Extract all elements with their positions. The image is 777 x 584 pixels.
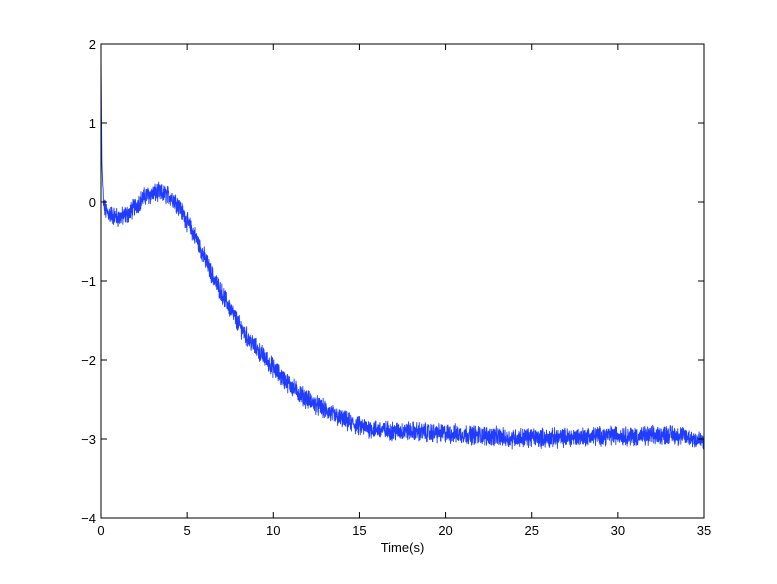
- tick-labels-layer: 0 5 10 15 20 25 30 35 −4 −3 −2 −1 0 1 2: [81, 37, 711, 538]
- y-tick-label: 2: [89, 37, 96, 52]
- y-tick-label: 1: [89, 116, 96, 131]
- x-tick-label: 15: [352, 523, 366, 538]
- x-axis-label: Time(s): [381, 540, 425, 555]
- y-tick-label: 0: [89, 195, 96, 210]
- x-tick-label: 10: [266, 523, 280, 538]
- x-tick-label: 5: [184, 523, 191, 538]
- x-tick-label: 20: [438, 523, 452, 538]
- y-tick-label: −4: [81, 511, 96, 526]
- x-tick-label: 35: [697, 523, 711, 538]
- y-tick-label: −2: [81, 353, 96, 368]
- x-tick-label: 0: [97, 523, 104, 538]
- y-tick-label: −1: [81, 274, 96, 289]
- ticks-layer: [100, 43, 705, 519]
- y-tick-label: −3: [81, 432, 96, 447]
- plot-background: [101, 44, 704, 518]
- x-tick-label: 25: [524, 523, 538, 538]
- x-tick-label: 30: [611, 523, 625, 538]
- series-layer: [100, 55, 705, 450]
- series-line: [100, 55, 705, 450]
